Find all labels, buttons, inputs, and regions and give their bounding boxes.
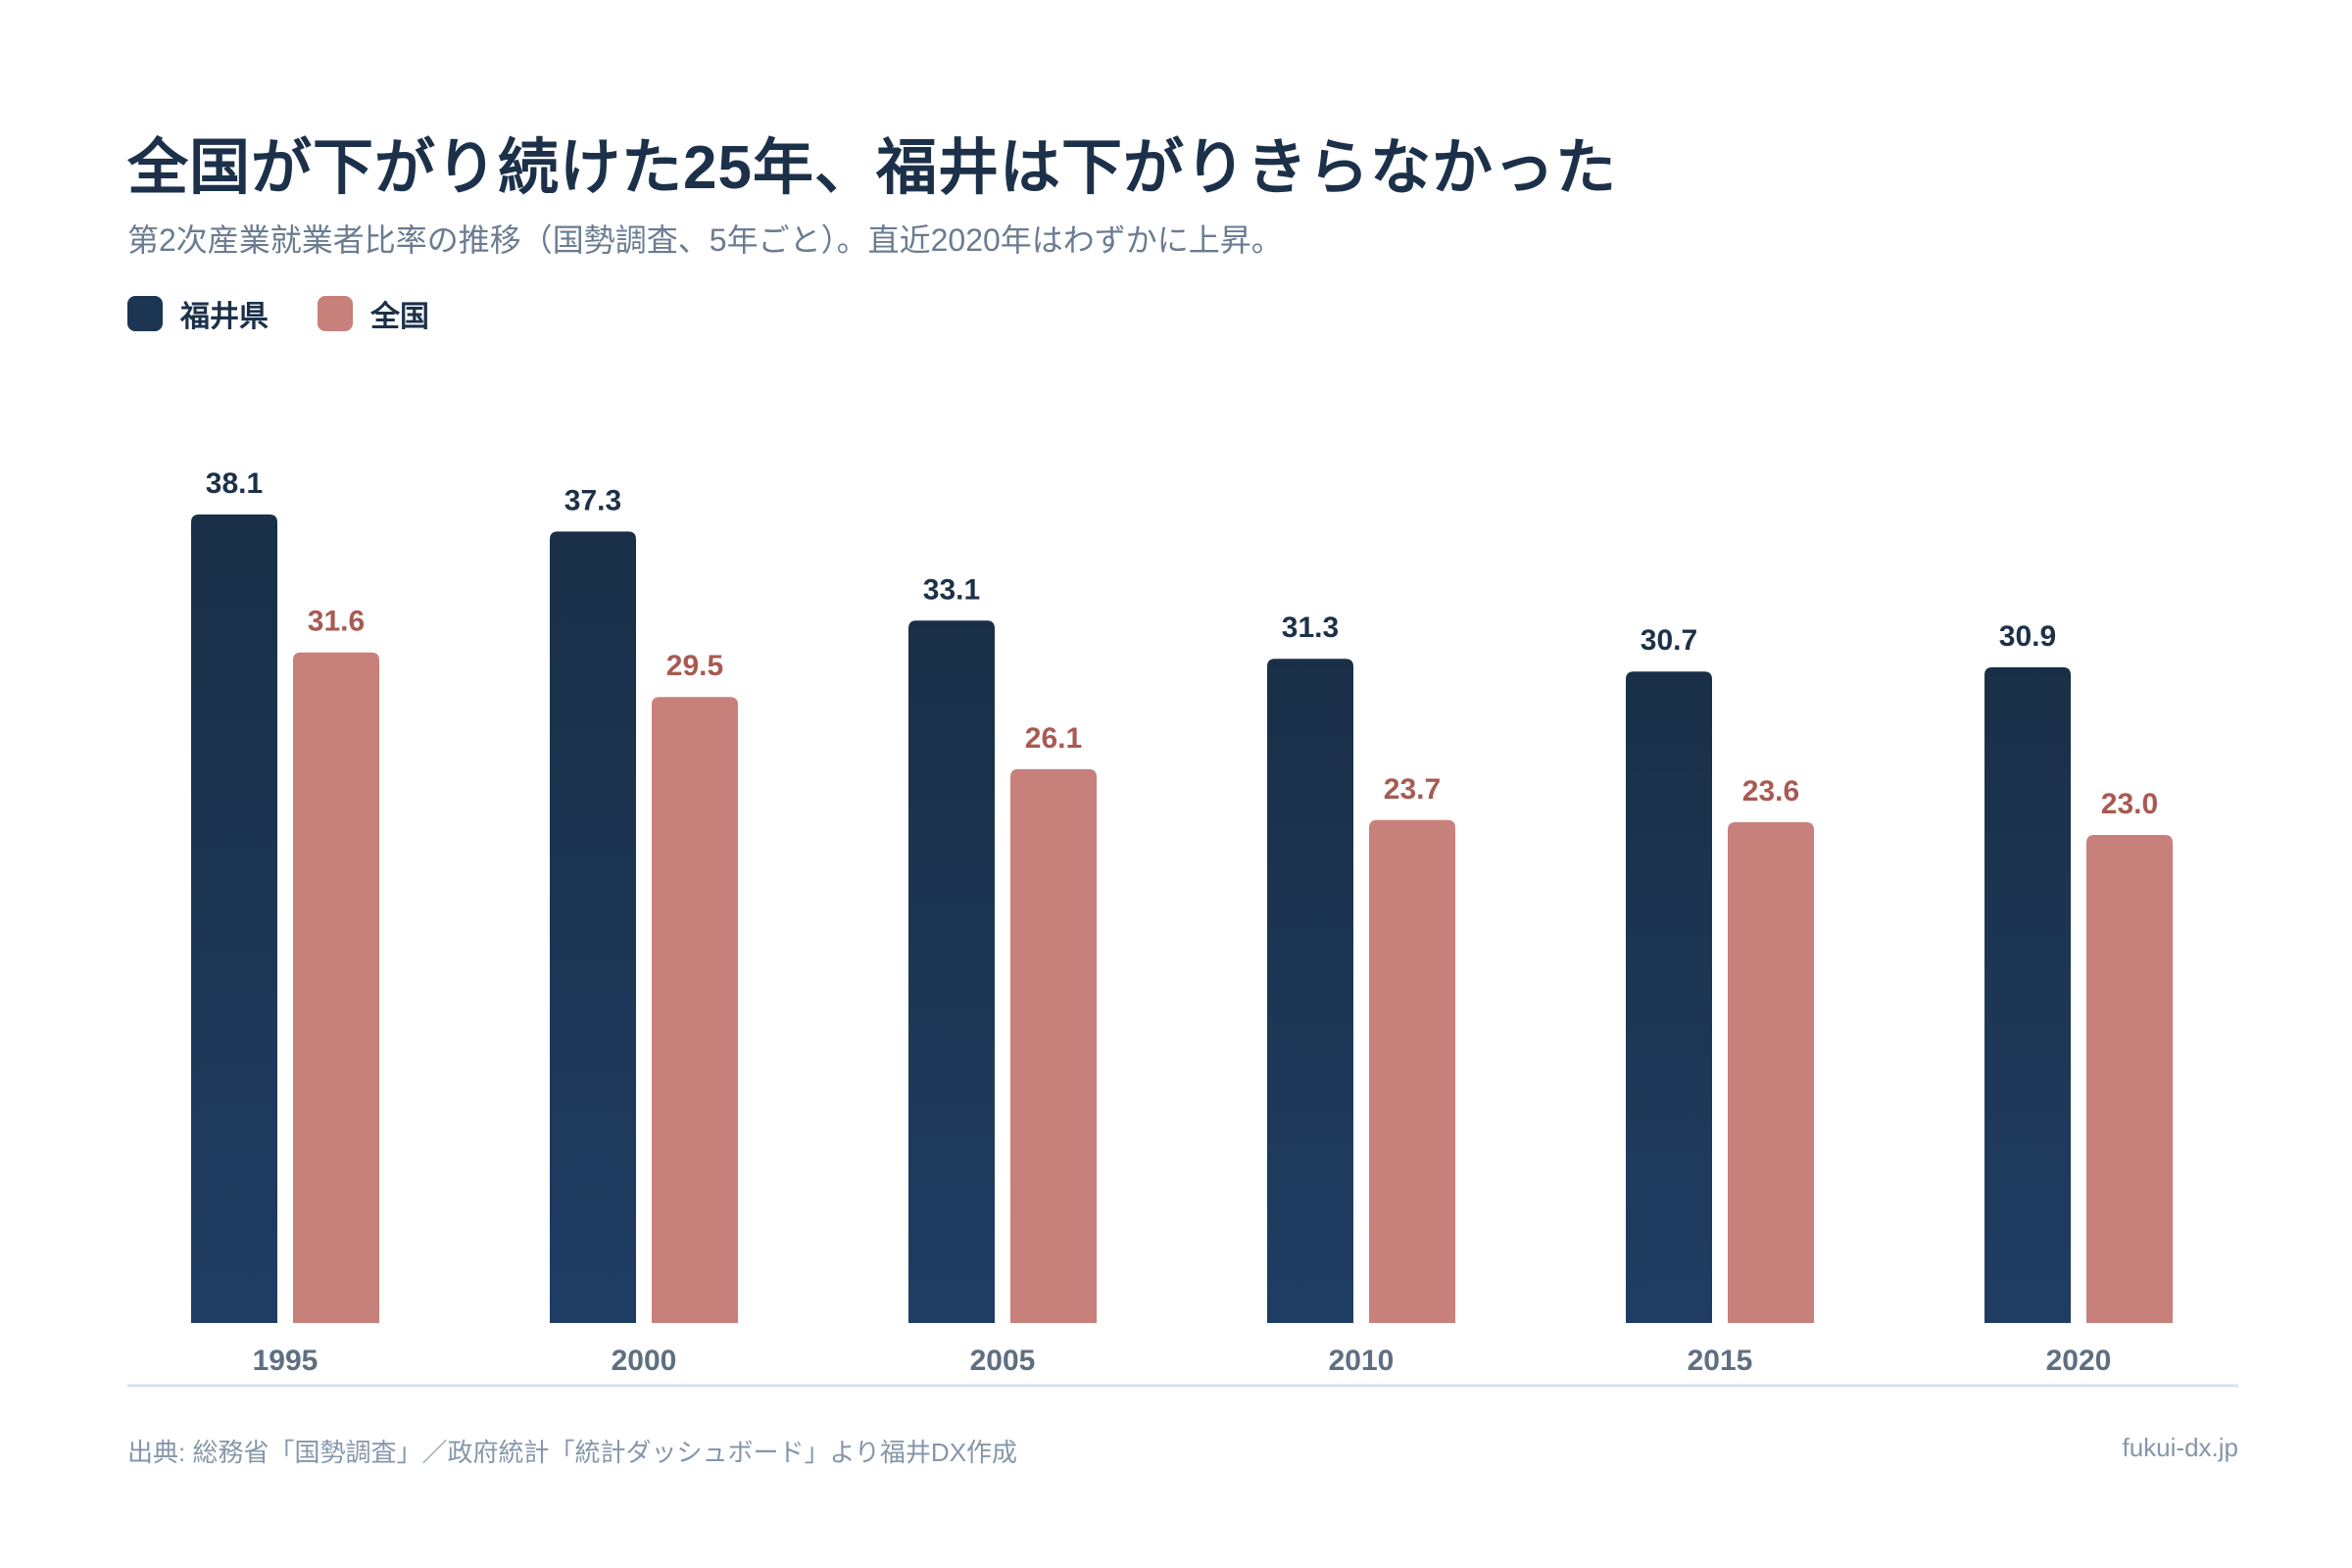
bar-fukui-2020 bbox=[1984, 666, 2071, 1323]
bar-national-2010 bbox=[1369, 819, 1455, 1323]
bar-fukui-2000 bbox=[550, 531, 636, 1323]
x-tick-label-2005: 2005 bbox=[970, 1345, 1036, 1377]
chart-title: 全国が下がり続けた25年、福井は下がりきらなかった bbox=[127, 134, 1617, 202]
legend-swatch-national bbox=[318, 296, 353, 331]
data-label-fukui-1995: 38.1 bbox=[206, 467, 263, 500]
data-label-fukui-2000: 37.3 bbox=[564, 484, 621, 516]
legend-item-fukui: 福井県 bbox=[127, 292, 269, 335]
site-url: fukui-dx.jp bbox=[2122, 1433, 2239, 1462]
data-label-national-1995: 31.6 bbox=[308, 606, 365, 638]
bar-national-2020 bbox=[2086, 834, 2173, 1323]
data-label-national-2015: 23.6 bbox=[1742, 775, 1799, 808]
bar-fukui-1995 bbox=[191, 514, 277, 1323]
x-tick-label-2010: 2010 bbox=[1329, 1345, 1395, 1377]
data-label-fukui-2020: 30.9 bbox=[1999, 620, 2056, 653]
bar-fukui-2010 bbox=[1267, 659, 1353, 1323]
legend-item-national: 全国 bbox=[318, 292, 429, 335]
legend-label-fukui: 福井県 bbox=[180, 301, 269, 333]
x-tick-label-2020: 2020 bbox=[2046, 1345, 2112, 1377]
chart-legend: 福井県 全国 bbox=[127, 292, 478, 335]
bar-national-2000 bbox=[652, 697, 738, 1323]
bar-fukui-2015 bbox=[1626, 671, 1712, 1323]
bar-national-2015 bbox=[1728, 821, 1814, 1323]
x-tick-label-2015: 2015 bbox=[1688, 1345, 1753, 1377]
x-tick-label-1995: 1995 bbox=[253, 1345, 318, 1377]
data-label-fukui-2015: 30.7 bbox=[1641, 624, 1697, 657]
data-label-national-2005: 26.1 bbox=[1025, 722, 1082, 755]
data-label-national-2010: 23.7 bbox=[1384, 773, 1441, 806]
x-tick-label-2000: 2000 bbox=[612, 1345, 677, 1377]
data-label-fukui-2005: 33.1 bbox=[923, 573, 980, 606]
bar-national-1995 bbox=[293, 652, 379, 1323]
chart-subtitle: 第2次産業就業者比率の推移（国勢調査、5年ごと）。直近2020年はわずかに上昇。 bbox=[127, 222, 1283, 258]
data-label-national-2020: 23.0 bbox=[2101, 788, 2158, 820]
legend-swatch-fukui bbox=[127, 296, 163, 331]
data-label-national-2000: 29.5 bbox=[666, 650, 723, 682]
data-label-fukui-2010: 31.3 bbox=[1282, 612, 1339, 644]
bar-national-2005 bbox=[1010, 768, 1097, 1323]
source-note: 出典: 総務省「国勢調査」／政府統計「統計ダッシュボード」より福井DX作成 bbox=[127, 1438, 1018, 1467]
legend-label-national: 全国 bbox=[370, 301, 429, 333]
bar-fukui-2005 bbox=[908, 620, 995, 1323]
